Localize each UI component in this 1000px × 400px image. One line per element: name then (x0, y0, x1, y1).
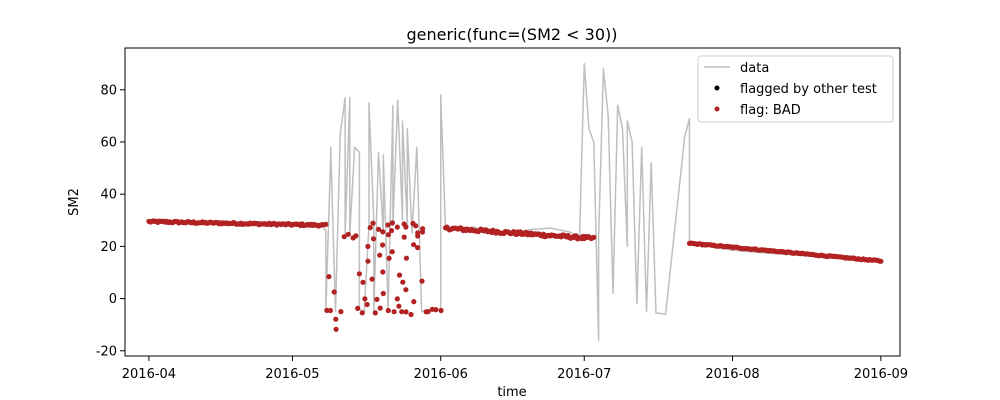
bad-flag-point (355, 305, 361, 311)
bad-flag-point (385, 222, 391, 228)
bad-flag-point (327, 307, 333, 314)
plot-frame (124, 47, 901, 357)
bad-flag-point (341, 234, 347, 240)
bad-flag-point (333, 316, 339, 322)
y-tick-label: -20 (96, 344, 117, 359)
bad-flag-point (377, 305, 383, 311)
bad-flag-point (369, 276, 375, 282)
x-tick-label: 2016-08 (705, 367, 759, 382)
x-tick-label: 2016-05 (265, 367, 319, 382)
legend-entry-flagged: flagged by other test (740, 82, 877, 97)
y-tick-label: 20 (100, 240, 117, 255)
bad-flag-points-layer (146, 218, 884, 332)
bad-flag-point (411, 242, 417, 248)
legend-flagged-swatch (714, 85, 720, 91)
x-axis-label: time (497, 385, 526, 400)
bad-flag-point (591, 234, 597, 240)
y-axis-label: SM2 (67, 188, 82, 216)
bad-flag-point (396, 303, 402, 309)
bad-flag-point (323, 221, 329, 227)
bad-flag-point (415, 245, 421, 251)
bad-flag-point (367, 225, 373, 231)
bad-flag-point (400, 279, 406, 285)
chart-title: generic(func=(SM2 < 30)) (407, 25, 618, 44)
x-tick-label: 2016-07 (557, 367, 611, 382)
bad-flag-point (438, 307, 444, 314)
bad-flag-point (403, 224, 409, 230)
bad-flag-point (413, 223, 419, 229)
bad-flag-point (386, 255, 392, 261)
y-tick-label: 0 (109, 292, 117, 307)
bad-flag-point (370, 236, 377, 242)
x-axis: 2016-04 2016-05 2016-06 2016-07 2016-08 2016-… (122, 356, 908, 382)
bad-flag-point (415, 230, 421, 236)
bad-flag-point (380, 229, 386, 235)
bad-flag-point (338, 309, 344, 315)
bad-flag-point (425, 309, 431, 315)
bad-flag-point (362, 296, 368, 302)
bad-flag-point (394, 296, 400, 302)
y-tick-label: 40 (100, 188, 117, 203)
bad-flag-point (365, 243, 371, 249)
y-axis: -20 0 20 40 60 80 (96, 83, 125, 359)
bad-flag-point (389, 249, 395, 255)
bad-flag-point (345, 231, 351, 237)
bad-flag-point (380, 269, 386, 275)
bad-flag-point (391, 309, 397, 315)
bad-flag-point (377, 252, 383, 258)
bad-flag-point (396, 272, 403, 278)
bad-flag-point (419, 229, 426, 235)
bad-flag-point (374, 296, 380, 302)
y-tick-label: 60 (100, 135, 117, 150)
bad-flag-point (399, 309, 405, 315)
bad-flag-point (333, 326, 339, 332)
bad-flag-point (365, 258, 371, 264)
bad-flag-point (370, 220, 376, 226)
bad-flag-point (360, 279, 366, 285)
legend-entry-data: data (740, 61, 769, 76)
bad-flag-point (359, 310, 365, 316)
bad-flag-point (364, 301, 370, 308)
legend-entry-bad: flag: BAD (740, 103, 801, 118)
bad-flag-point (385, 307, 391, 314)
bad-flag-point (419, 278, 425, 284)
bad-flag-point (380, 290, 386, 297)
bad-flag-point (331, 289, 337, 295)
bad-flag-point (326, 274, 332, 280)
bad-flag-point (376, 226, 382, 232)
legend-bad-swatch (714, 106, 720, 112)
bad-flag-point (353, 233, 359, 239)
bad-flag-point (878, 258, 884, 264)
legend-box (697, 55, 894, 123)
bad-flag-point (372, 310, 378, 316)
x-tick-label: 2016-04 (122, 367, 176, 382)
bad-flag-point (433, 307, 439, 313)
bad-flag-point (356, 271, 362, 277)
bad-flag-point (408, 311, 414, 318)
legend: data flagged by other test flag: BAD (697, 55, 894, 123)
bad-flag-point (394, 224, 400, 230)
bad-flag-point (388, 228, 395, 234)
bad-flag-point (385, 232, 391, 238)
y-tick-label: 80 (100, 83, 117, 98)
bad-flag-point (401, 234, 407, 240)
bad-flag-point (403, 287, 409, 293)
x-tick-label: 2016-06 (414, 367, 468, 382)
bad-flag-point (389, 220, 395, 226)
bad-flag-point (403, 309, 409, 315)
bad-flag-point (411, 299, 417, 305)
bad-flag-point (403, 255, 409, 261)
x-tick-label: 2016-09 (854, 367, 908, 382)
bad-flag-point (380, 242, 386, 248)
